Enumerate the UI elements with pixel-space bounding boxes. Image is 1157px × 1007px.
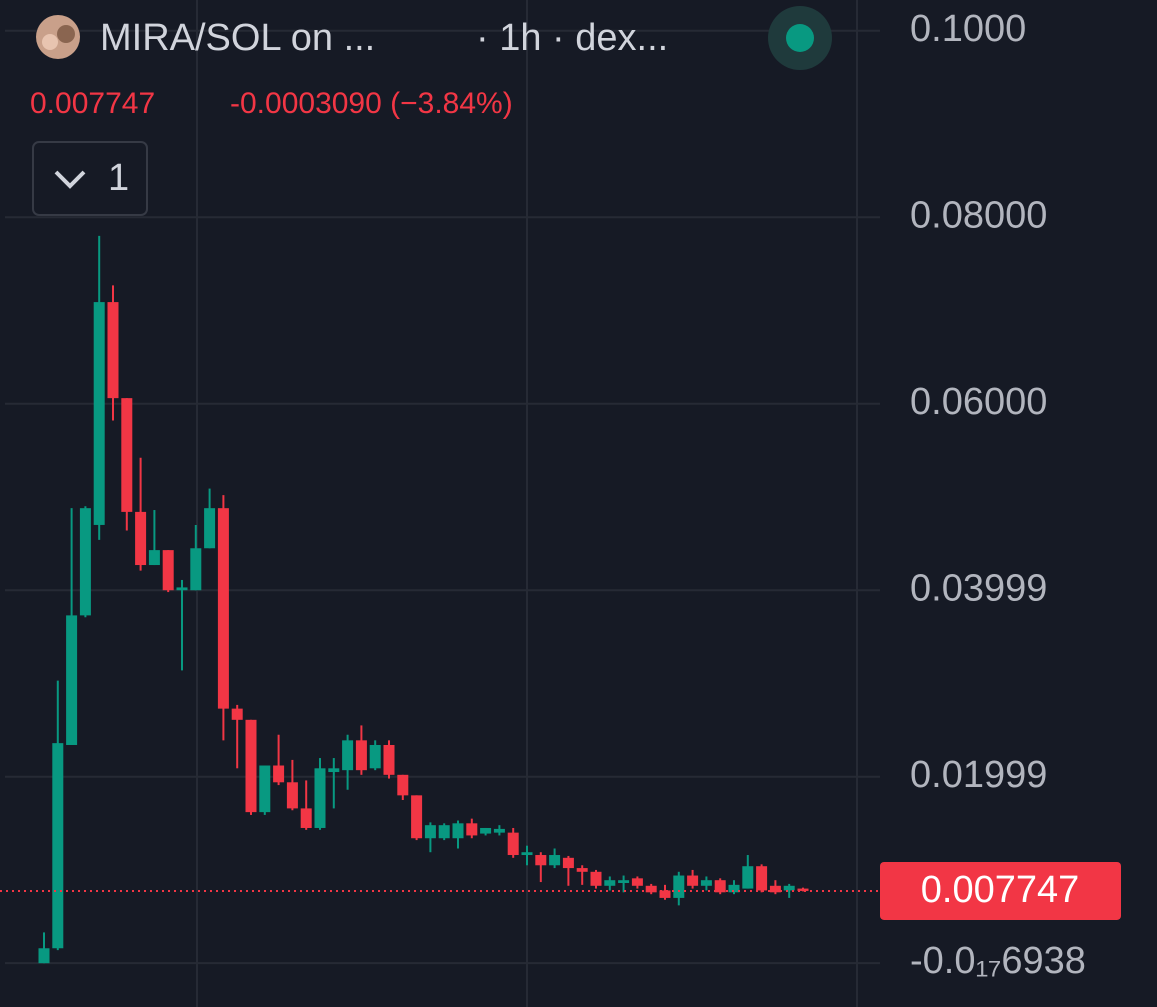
candle-body [576, 868, 588, 872]
candle-body [93, 302, 105, 525]
candle-body [273, 765, 285, 783]
candle-body [659, 890, 671, 898]
candle-body [687, 875, 699, 886]
candle-body [259, 765, 271, 813]
candle-body [245, 719, 257, 813]
candle-body [742, 866, 754, 889]
candle-body [107, 302, 119, 399]
y-tick-label: 0.06000 [910, 381, 1047, 423]
candle-body [424, 825, 436, 839]
x-grid [196, 0, 858, 1007]
candle-body [493, 828, 505, 833]
candle-body [52, 743, 64, 949]
candle-body [769, 885, 781, 893]
plot: 0.1000 0.08000 0.06000 0.03999 0.01999 -0.0₁₇… [0, 8, 1121, 982]
candle-body [728, 884, 740, 893]
price-tag-label: 0.007747 [921, 869, 1080, 911]
candle-body [383, 744, 395, 775]
price-tag [880, 861, 1121, 920]
y-tick-label: 0.01999 [910, 754, 1047, 796]
candle-body [328, 768, 340, 773]
candle-body [604, 880, 616, 886]
candle-body [631, 878, 643, 886]
candle-body [135, 511, 147, 566]
y-tick-label: 0.03999 [910, 567, 1047, 609]
candle-body [190, 548, 202, 591]
candle-body [162, 550, 174, 591]
change: -0.0003090 (−3.84%) [230, 87, 513, 120]
avatar-detail [57, 25, 75, 43]
candle-body [369, 744, 381, 769]
candle-body [231, 708, 243, 720]
candle-body [286, 782, 298, 809]
header: MIRA/SOL on ... · 1h · dex... 0.007747 -… [30, 6, 832, 216]
symbol: MIRA/SOL on ... [100, 17, 375, 59]
candle-body [535, 855, 547, 866]
candle-body [300, 808, 312, 828]
candle-body [783, 885, 795, 891]
candle-body [466, 823, 478, 836]
indicator-count: 1 [108, 157, 129, 199]
candle-body [590, 871, 602, 886]
candle-body [618, 880, 630, 883]
indicator-toggle[interactable] [32, 141, 148, 216]
candle-body [480, 827, 492, 834]
candle-body [217, 508, 229, 709]
candle-body [797, 888, 809, 891]
candle-body [645, 885, 657, 893]
y-tick-label: -0.0₁₇6938 [910, 940, 1086, 982]
candle-body [452, 823, 464, 839]
candle-body [756, 866, 768, 891]
candle-body [148, 550, 160, 566]
candle-body [562, 857, 574, 869]
candle-body [549, 855, 561, 866]
candle-body [121, 398, 133, 512]
status-dot [786, 24, 814, 52]
candle-body [342, 740, 354, 771]
candle-body [411, 795, 423, 839]
candle-body [355, 740, 367, 771]
candle-body [314, 768, 326, 828]
candle-body [176, 587, 188, 591]
candle-body [673, 875, 685, 898]
chevron [54, 170, 86, 189]
interval: · 1h · dex... [476, 17, 668, 59]
candle-body [507, 832, 519, 856]
candle-body [714, 880, 726, 893]
candle-body [438, 825, 450, 839]
candle-body [38, 948, 50, 964]
candle-body [521, 852, 533, 856]
y-tick-label: 0.08000 [910, 194, 1047, 236]
avatar-detail [42, 34, 58, 50]
y-tick-label: 0.1000 [910, 8, 1026, 50]
candle-body [66, 615, 78, 745]
candle-body [397, 774, 409, 796]
candle-body [79, 508, 91, 616]
candle-body [700, 880, 712, 886]
price: 0.007747 [30, 87, 155, 120]
candle-body [204, 508, 216, 549]
